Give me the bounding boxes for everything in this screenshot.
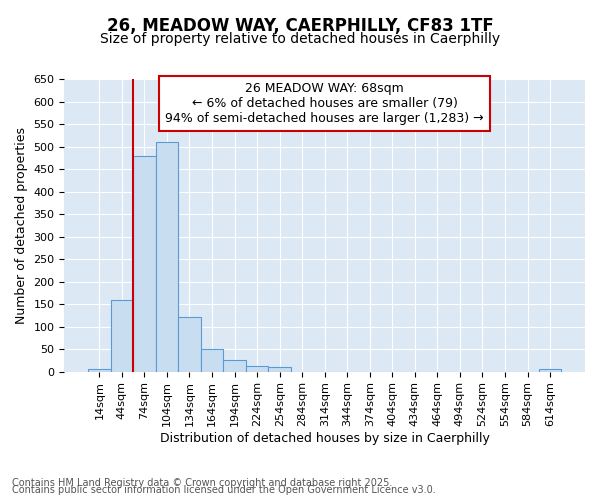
Bar: [201, 349, 223, 372]
Text: Size of property relative to detached houses in Caerphilly: Size of property relative to detached ho…: [100, 32, 500, 46]
Y-axis label: Number of detached properties: Number of detached properties: [15, 127, 28, 324]
Bar: [133, 156, 155, 372]
Text: Contains public sector information licensed under the Open Government Licence v3: Contains public sector information licen…: [12, 485, 436, 495]
Bar: [246, 366, 268, 372]
Text: 26 MEADOW WAY: 68sqm
← 6% of detached houses are smaller (79)
94% of semi-detach: 26 MEADOW WAY: 68sqm ← 6% of detached ho…: [166, 82, 484, 125]
Bar: [88, 370, 110, 372]
Text: 26, MEADOW WAY, CAERPHILLY, CF83 1TF: 26, MEADOW WAY, CAERPHILLY, CF83 1TF: [107, 18, 493, 36]
X-axis label: Distribution of detached houses by size in Caerphilly: Distribution of detached houses by size …: [160, 432, 490, 445]
Bar: [539, 370, 562, 372]
Bar: [110, 300, 133, 372]
Bar: [178, 316, 201, 372]
Bar: [155, 142, 178, 372]
Bar: [223, 360, 246, 372]
Bar: [268, 367, 291, 372]
Text: Contains HM Land Registry data © Crown copyright and database right 2025.: Contains HM Land Registry data © Crown c…: [12, 478, 392, 488]
